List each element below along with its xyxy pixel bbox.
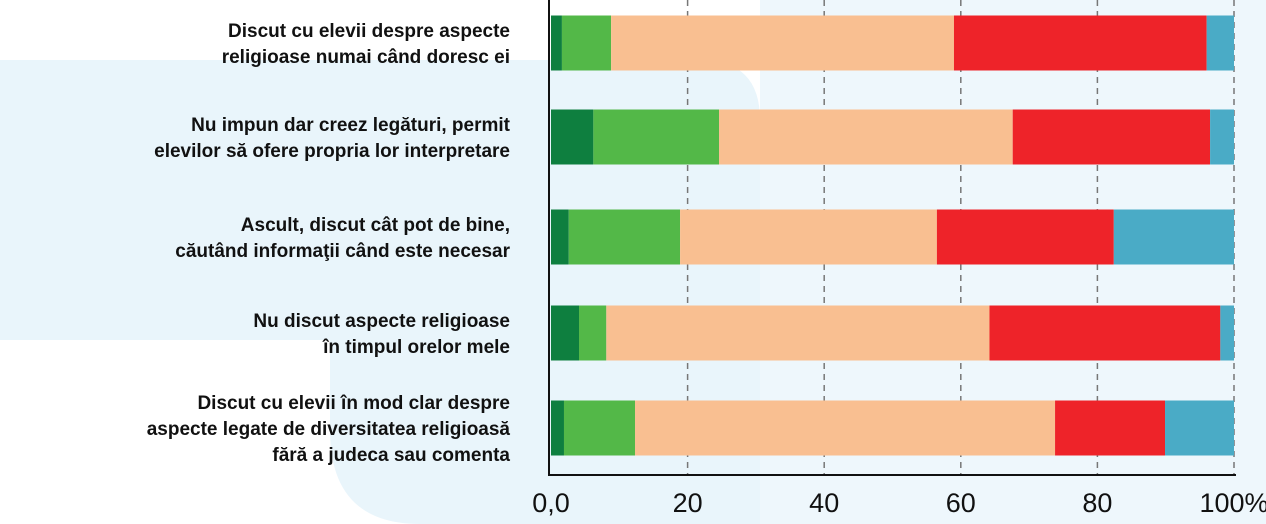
bar-segment: [551, 109, 594, 165]
bar-segment: [680, 209, 937, 265]
category-label: căutând informaţii când este necesar: [175, 241, 510, 262]
bar-segment: [719, 109, 1013, 165]
bar-segment: [936, 209, 1114, 265]
bar-segment: [1055, 400, 1166, 456]
category-label: Discut cu elevii în mod clar despre: [197, 393, 510, 414]
category-label: în timpul orelor mele: [322, 337, 510, 358]
category-label: aspecte legate de diversitatea religioas…: [147, 419, 511, 440]
bar-segment: [551, 15, 562, 71]
category-label: religioase numai când doresc ei: [222, 47, 510, 68]
bar-segment: [1220, 305, 1234, 361]
category-label: elevilor să ofere propria lor interpreta…: [154, 141, 510, 162]
x-tick-label: 100%: [1199, 488, 1266, 518]
bar-segment: [568, 209, 681, 265]
x-tick-label: 60: [946, 488, 976, 518]
bar-segment: [953, 15, 1207, 71]
bar-segment: [579, 305, 607, 361]
bar-segment: [989, 305, 1221, 361]
bar-segment: [1210, 109, 1234, 165]
category-label: fără a judeca sau comenta: [272, 445, 510, 466]
bar-segment: [606, 305, 990, 361]
x-tick-label: 20: [673, 488, 703, 518]
bar-segment: [551, 400, 564, 456]
x-tick-label: 80: [1082, 488, 1112, 518]
category-label: Nu impun dar creez legături, permit: [191, 115, 511, 136]
x-tick-label: 40: [809, 488, 839, 518]
bar-segment: [593, 109, 720, 165]
bar-segment: [563, 400, 636, 456]
bar-segment: [611, 15, 954, 71]
bar-segment: [1012, 109, 1211, 165]
bar-segment: [1113, 209, 1234, 265]
bar-segment: [1206, 15, 1234, 71]
bar-segment: [1165, 400, 1234, 456]
x-tick-label: 0,0: [532, 488, 570, 518]
category-label: Discut cu elevii despre aspecte: [228, 21, 510, 42]
bar-segment: [551, 305, 580, 361]
bar-segment: [635, 400, 1056, 456]
bar-segment: [551, 209, 569, 265]
category-label: Ascult, discut cât pot de bine,: [241, 215, 510, 236]
bar-segment: [561, 15, 612, 71]
category-label: Nu discut aspecte religioase: [253, 311, 510, 332]
